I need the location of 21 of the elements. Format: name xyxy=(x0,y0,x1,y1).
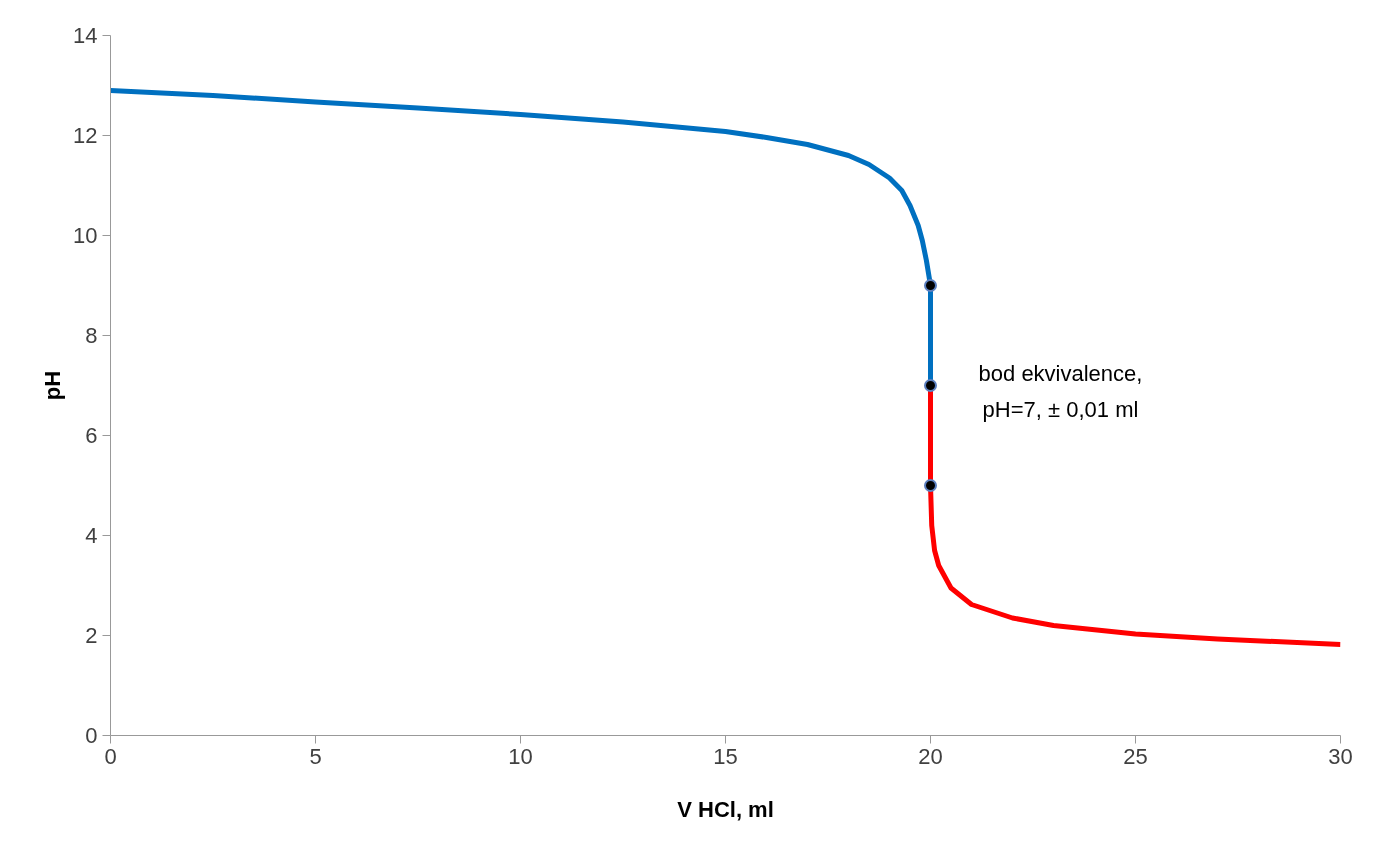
point xyxy=(924,479,937,492)
annotation: bod ekvivalence, pH=7, ± 0,01 ml xyxy=(978,361,1143,422)
point xyxy=(924,379,937,392)
y-tick-label: 8 xyxy=(85,323,98,348)
x-tick-label: 15 xyxy=(713,743,738,769)
y-tick-label: 2 xyxy=(85,623,98,648)
y-tick-label: 12 xyxy=(73,123,98,148)
x-tick-label: 5 xyxy=(309,743,322,769)
y-tick-label: 4 xyxy=(85,523,98,548)
y-tick-label: 10 xyxy=(73,223,98,248)
y-tick-label: 14 xyxy=(73,23,98,48)
x-tick-label: 30 xyxy=(1328,743,1353,769)
point xyxy=(924,279,937,292)
x-axis-title: V HCl, ml xyxy=(677,796,774,822)
y-tick-label: 0 xyxy=(85,723,98,748)
x-tick-label: 25 xyxy=(1123,743,1148,769)
y-tick-label: 6 xyxy=(85,423,98,448)
x-tick-label: 20 xyxy=(918,743,943,769)
x-tick-label: 0 xyxy=(104,743,117,769)
x-tick-label: 10 xyxy=(508,743,533,769)
y-axis-title: pH xyxy=(40,370,66,401)
